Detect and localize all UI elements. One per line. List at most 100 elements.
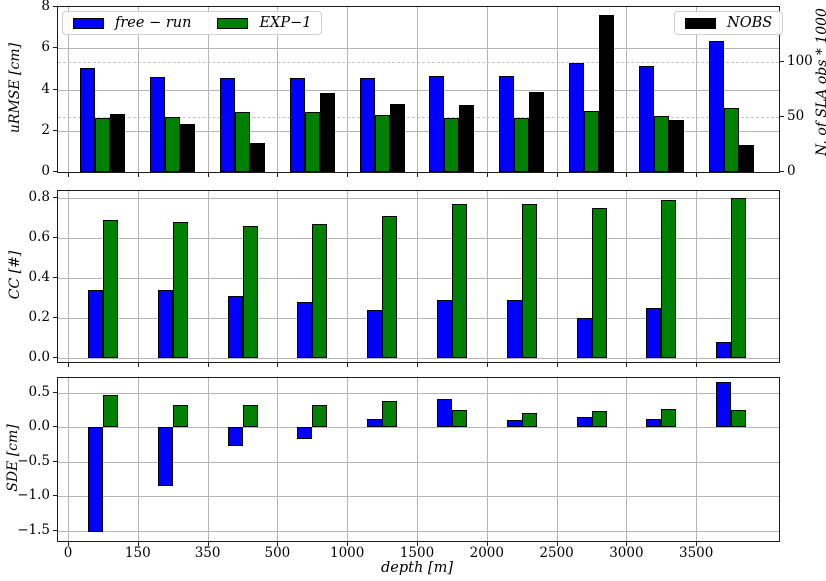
bar-nobs-bin1: [180, 123, 196, 172]
x-tick-mark: [347, 173, 349, 177]
vertical-gridline: [68, 191, 69, 362]
x-tick-mark: [556, 173, 558, 177]
dashed-gridline-right-axis: [58, 62, 779, 64]
horizontal-gridline: [58, 358, 779, 359]
bar-nobs-bin5: [459, 105, 475, 172]
horizontal-gridline: [58, 130, 779, 132]
y-tick-label: −1.5: [17, 521, 50, 538]
vertical-gridline: [137, 191, 139, 362]
x-tick-label: 2500: [539, 545, 574, 561]
bar-free_run-bin3: [297, 427, 313, 439]
bar-free_run-bin9: [708, 41, 724, 172]
bar-free_run-bin6: [506, 300, 522, 358]
y-tick-label: −1.0: [17, 487, 50, 504]
bar-free_run-bin5: [436, 300, 452, 358]
y-tick-label: 0.6: [28, 229, 50, 246]
legend-label-free-run: free − run: [115, 15, 192, 31]
y-tick-mark: [53, 171, 57, 172]
bar-exp1-bin0: [95, 118, 111, 172]
vertical-gridline: [556, 378, 558, 541]
x-tick-mark: [68, 173, 69, 177]
bar-exp1-bin2: [235, 112, 250, 172]
legend-item-nobs: NOBS: [685, 15, 772, 31]
legend-label-exp1: EXP−1: [259, 15, 312, 31]
vertical-gridline: [696, 378, 698, 541]
y-tick-label: 0.8: [28, 189, 50, 206]
x-tick-mark: [556, 542, 558, 546]
x-tick-mark: [68, 542, 69, 546]
dashed-gridline-right-axis: [58, 117, 779, 119]
bar-free_run-bin0: [87, 427, 103, 532]
bar-free_run-bin2: [220, 78, 235, 172]
x-tick-mark: [137, 173, 139, 177]
x-tick-mark: [137, 363, 139, 367]
y-tick-label: 2: [41, 121, 50, 138]
bar-nobs-bin4: [389, 104, 405, 172]
bar-exp1-bin6: [521, 412, 537, 428]
bar-free_run-bin7: [576, 416, 592, 428]
bar-free_run-bin2: [227, 296, 243, 358]
right-y-tick-mark: [780, 171, 784, 172]
right-y-tick-mark: [780, 61, 784, 63]
bar-nobs-bin8: [668, 120, 684, 172]
y-tick-label: 0.5: [28, 383, 50, 400]
x-tick-label: 3500: [679, 545, 714, 561]
horizontal-gridline: [58, 530, 779, 532]
bar-free_run-bin1: [157, 427, 173, 486]
bar-exp1-bin4: [382, 401, 398, 428]
y-tick-label: 0: [41, 163, 50, 179]
bar-exp1-bin9: [731, 198, 747, 358]
x-tick-mark: [486, 363, 488, 367]
vertical-gridline: [137, 378, 139, 541]
horizontal-gridline: [58, 318, 779, 320]
legend-item-free-run: free − run: [73, 15, 191, 31]
x-tick-mark: [277, 542, 279, 546]
bar-free_run-bin1: [150, 77, 166, 172]
panel-sde: [57, 377, 780, 542]
bar-exp1-bin2: [242, 226, 258, 358]
y-tick-label: 0.4: [28, 269, 50, 286]
bar-exp1-bin0: [102, 395, 118, 428]
x-tick-mark: [696, 363, 698, 367]
bar-exp1-bin1: [172, 222, 188, 358]
y-tick-label: 0.2: [28, 309, 50, 326]
x-tick-mark: [207, 542, 209, 546]
nobs-color-swatch: [685, 17, 716, 29]
vertical-gridline: [347, 191, 349, 362]
y-tick-mark: [53, 426, 57, 428]
bar-free_run-bin7: [569, 62, 584, 172]
y-tick-mark: [53, 237, 57, 239]
right-y-tick-label: 50: [787, 108, 805, 125]
vertical-gridline: [207, 191, 209, 362]
vertical-gridline: [626, 191, 628, 362]
vertical-gridline: [696, 191, 698, 362]
right-y-tick-label: 100: [787, 53, 813, 70]
bar-exp1-bin1: [165, 117, 181, 172]
horizontal-gridline: [58, 198, 779, 200]
x-tick-mark: [207, 173, 209, 177]
bar-exp1-bin1: [172, 404, 188, 428]
bar-exp1-bin9: [731, 409, 747, 428]
bar-exp1-bin8: [661, 200, 677, 358]
y-tick-label: 4: [41, 80, 50, 97]
bar-free_run-bin8: [646, 418, 662, 428]
bar-exp1-bin8: [661, 409, 677, 428]
bar-exp1-bin0: [102, 220, 118, 358]
vertical-gridline: [486, 191, 488, 362]
bar-free_run-bin7: [576, 318, 592, 358]
vertical-gridline: [68, 378, 69, 541]
bar-free_run-bin9: [716, 342, 732, 358]
bar-exp1-bin3: [312, 404, 328, 428]
horizontal-gridline: [58, 89, 779, 91]
y-tick-mark: [53, 277, 57, 279]
bar-exp1-bin8: [653, 116, 669, 172]
vertical-gridline: [277, 378, 279, 541]
free-run-color-swatch: [73, 17, 104, 29]
bar-free_run-bin3: [289, 78, 305, 172]
bar-exp1-bin7: [591, 411, 607, 428]
vertical-gridline: [486, 378, 488, 541]
y-tick-mark: [53, 6, 57, 7]
bar-nobs-bin3: [319, 93, 335, 172]
x-tick-mark: [277, 173, 279, 177]
vertical-gridline: [556, 191, 558, 362]
